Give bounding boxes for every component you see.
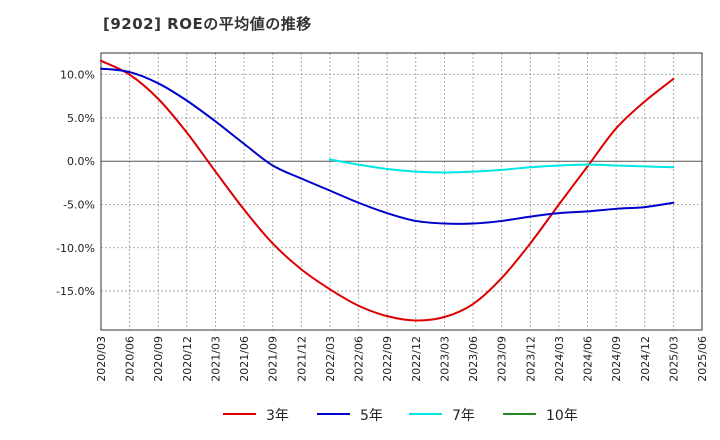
y-tick-label: -15.0%: [56, 285, 95, 298]
x-tick-label: 2024/12: [639, 336, 652, 382]
series-line-3: [328, 158, 675, 174]
x-tick-label: 2025/03: [667, 336, 680, 382]
x-tick-label: 2025/06: [696, 336, 709, 382]
x-tick-label: 2021/12: [295, 336, 308, 382]
x-tick-label: 2023/12: [524, 336, 537, 382]
x-tick-label: 2021/03: [209, 336, 222, 382]
plot-area: [101, 53, 702, 330]
legend-label: 10年: [546, 408, 578, 424]
x-tick-label: 2024/03: [553, 336, 566, 382]
y-tick-label: -10.0%: [56, 242, 95, 255]
series-line-1: [100, 59, 675, 322]
series-line-2: [100, 67, 675, 225]
legend-label: 3年: [266, 408, 289, 424]
x-tick-label: 2024/09: [610, 336, 623, 382]
x-tick-label: 2021/06: [238, 336, 251, 382]
x-tick-label: 2022/12: [410, 336, 423, 382]
x-tick-label: 2022/06: [353, 336, 366, 382]
legend-label: 5年: [360, 408, 383, 424]
y-tick-label: 0.0%: [67, 155, 95, 168]
chart-title: [9202] ROEの平均値の推移: [103, 15, 312, 33]
x-tick-label: 2022/09: [381, 336, 394, 382]
x-tick-label: 2022/03: [324, 336, 337, 382]
x-tick-label: 2023/03: [438, 336, 451, 382]
y-tick-label: 5.0%: [67, 112, 95, 125]
x-tick-label: 2021/09: [267, 336, 280, 382]
x-tick-label: 2020/12: [181, 336, 194, 382]
y-tick-label: 10.0%: [60, 69, 95, 82]
x-tick-label: 2020/03: [95, 336, 108, 382]
y-tick-label: -5.0%: [63, 198, 95, 211]
legend-label: 7年: [452, 408, 475, 424]
x-tick-label: 2023/06: [467, 336, 480, 382]
x-tick-label: 2023/09: [496, 336, 509, 382]
x-tick-label: 2024/06: [582, 336, 595, 382]
x-tick-label: 2020/09: [152, 336, 165, 382]
x-tick-label: 2020/06: [124, 336, 137, 382]
plot-border: [100, 52, 703, 331]
